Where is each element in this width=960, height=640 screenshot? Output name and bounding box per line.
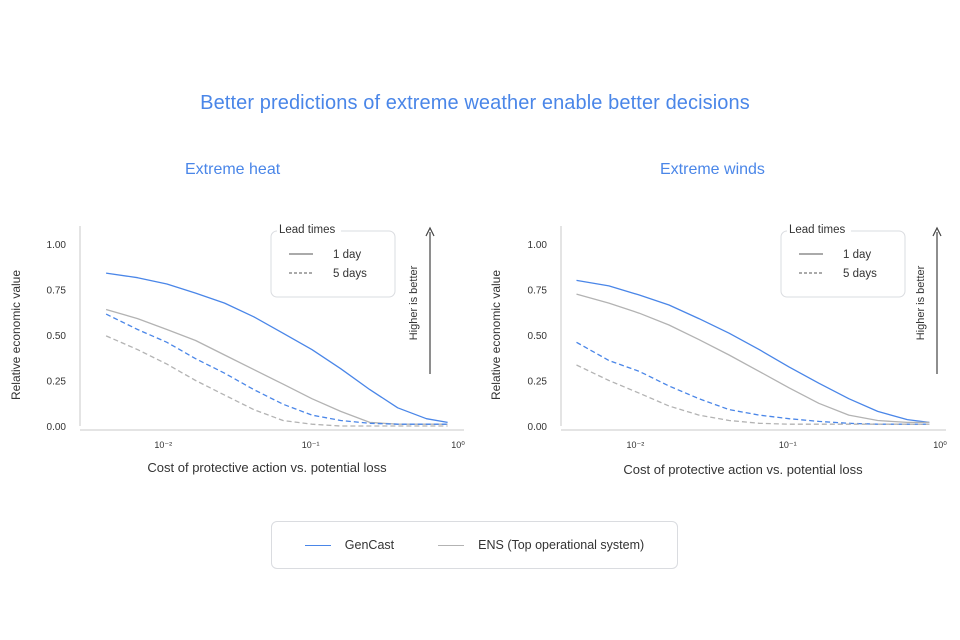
y-tick-label: 1.00 (47, 240, 67, 251)
series-line-gencast-1-day (106, 272, 448, 424)
arrow-up-icon (932, 226, 942, 237)
legend-item-ens: ENS (Top operational system) (438, 538, 644, 552)
series-line-ens-5-days (576, 364, 930, 425)
y-tick-label: 1.00 (528, 240, 548, 251)
y-axis-label: Relative economic value (9, 270, 23, 400)
x-tick-label: 10⁻¹ (302, 440, 320, 450)
series-legend: GenCast ENS (Top operational system) (271, 521, 678, 569)
x-tick-label: 10⁰ (933, 440, 947, 450)
y-tick-label: 0.50 (47, 331, 67, 342)
y-tick-label: 0.00 (528, 422, 548, 433)
higher-is-better-label: Higher is better (915, 265, 927, 340)
legend-swatch-gencast (304, 544, 331, 546)
series-line-gencast-1-day (576, 279, 930, 424)
x-tick-label: 10⁰ (451, 440, 465, 450)
y-tick-label: 0.00 (47, 422, 67, 433)
lead-time-legend-title-bg (277, 223, 341, 237)
chart-title-extreme-winds: Extreme winds (660, 161, 765, 178)
chart-title-extreme-heat: Extreme heat (185, 161, 281, 178)
legend-swatch-ens (438, 544, 465, 546)
lead-time-legend-title: Lead times (279, 224, 336, 236)
lead-time-label: 5 days (843, 268, 877, 280)
lead-time-legend-title-bg (787, 223, 851, 237)
series-line-ens-1-day (576, 293, 930, 424)
lead-time-legend-box (780, 230, 906, 298)
series-line-ens-5-days (105, 335, 448, 427)
lead-time-legend-title: Lead times (789, 224, 846, 236)
y-axis-label: Relative economic value (489, 270, 503, 400)
legend-item-gencast: GenCast (304, 538, 395, 552)
higher-is-better-label: Higher is better (408, 265, 420, 340)
legend-label-ens: ENS (Top operational system) (478, 538, 645, 552)
x-tick-label: 10⁻² (154, 440, 172, 450)
lead-time-label: 5 days (333, 268, 367, 280)
x-axis-label: Cost of protective action vs. potential … (623, 462, 863, 477)
series-line-gencast-5-days (576, 341, 930, 425)
y-tick-label: 0.75 (528, 286, 548, 297)
y-tick-label: 0.25 (47, 377, 67, 388)
y-tick-label: 0.25 (528, 377, 548, 388)
x-tick-label: 10⁻¹ (779, 440, 797, 450)
series-line-gencast-5-days (105, 313, 448, 425)
arrow-up-icon (425, 226, 435, 237)
y-tick-label: 0.50 (528, 331, 548, 342)
x-axis-label: Cost of protective action vs. potential … (147, 460, 387, 475)
lead-time-label: 1 day (333, 249, 361, 261)
legend-label-gencast: GenCast (344, 538, 395, 552)
x-tick-label: 10⁻² (627, 440, 645, 450)
y-tick-label: 0.75 (47, 286, 67, 297)
lead-time-label: 1 day (843, 249, 871, 261)
page-title: Better predictions of extreme weather en… (200, 92, 750, 114)
